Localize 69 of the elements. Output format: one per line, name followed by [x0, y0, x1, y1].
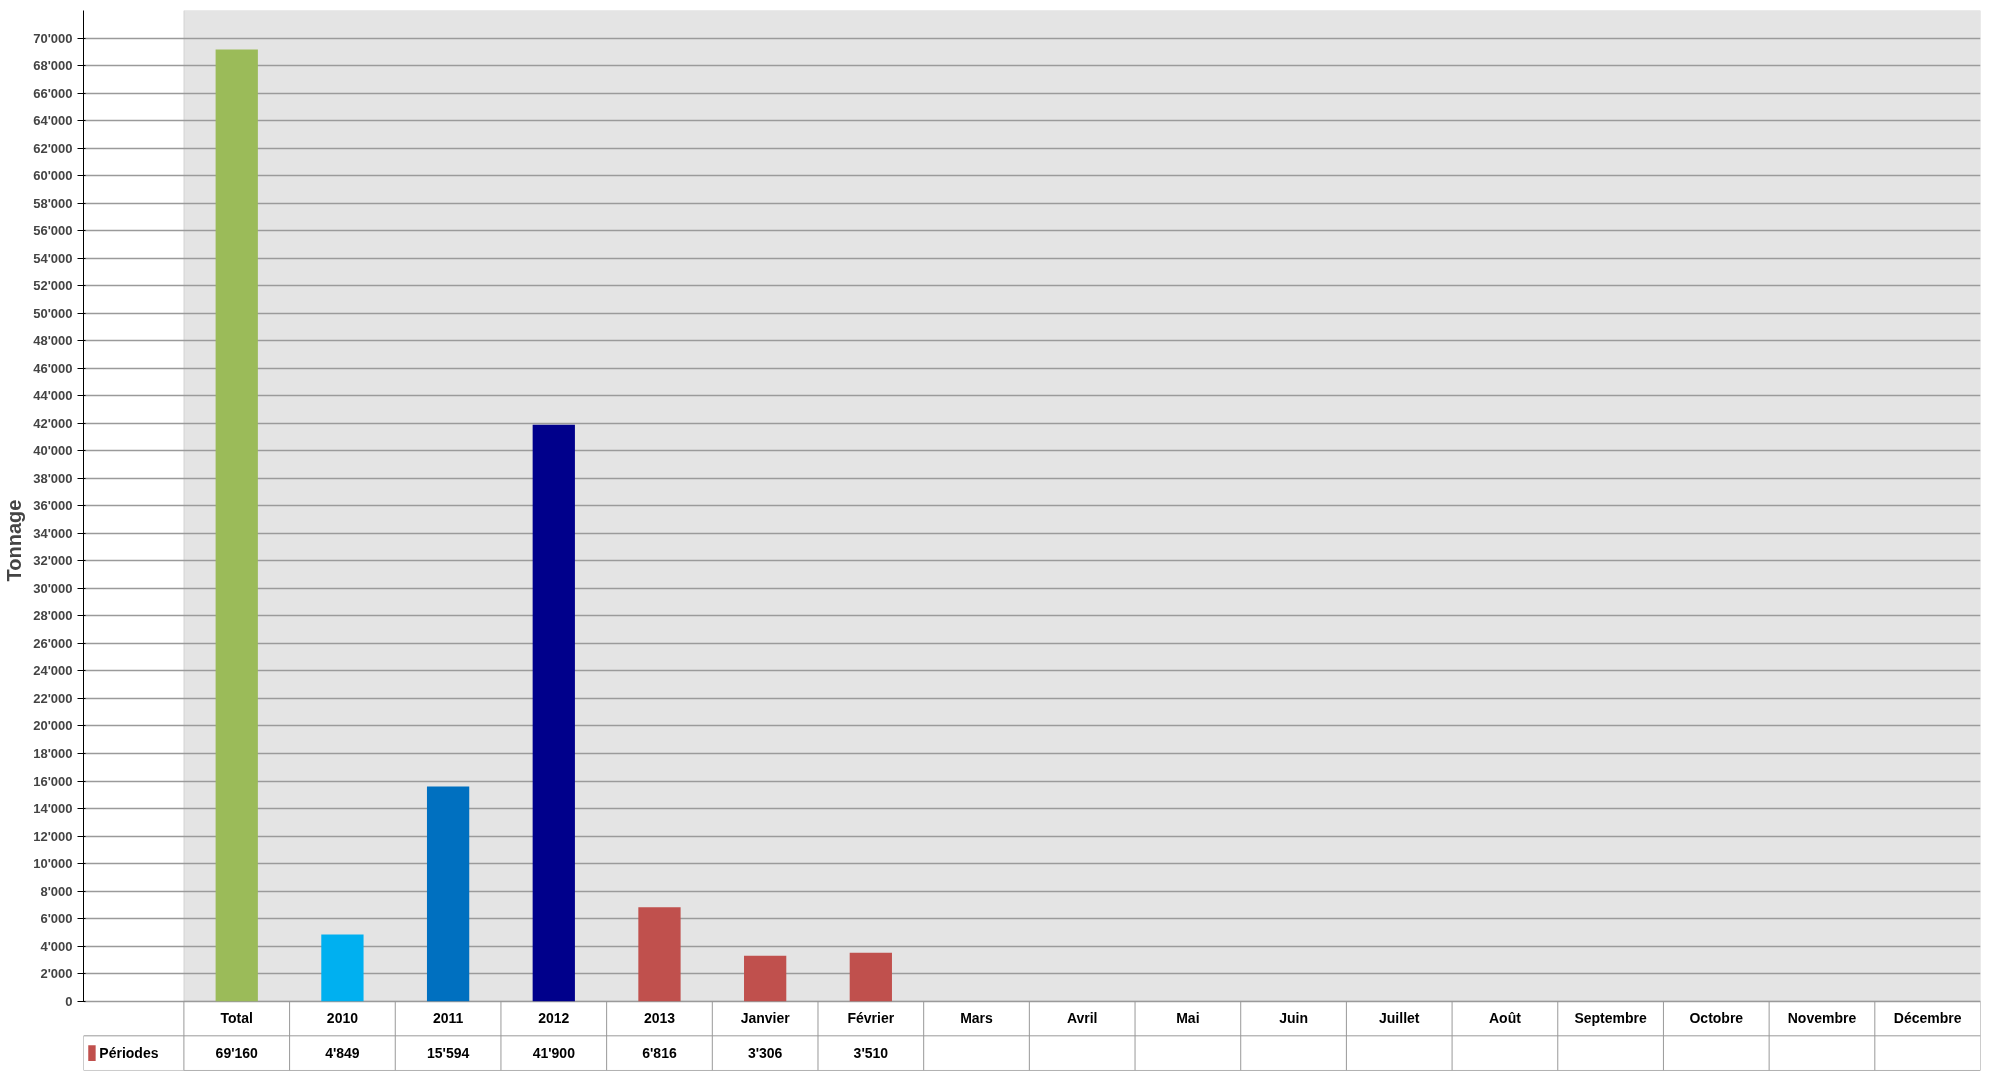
bar	[638, 907, 681, 1002]
y-tick-label: 62'000	[33, 140, 73, 156]
bar	[426, 786, 470, 1002]
bar	[849, 952, 892, 1002]
y-tick-label: 38'000	[33, 470, 73, 486]
x-tick-label: Avril	[1066, 1010, 1098, 1027]
x-tick-label: Juin	[1279, 1010, 1308, 1027]
y-tick-label: 22'000	[33, 690, 73, 706]
y-tick-label: 32'000	[33, 553, 73, 569]
x-tick-label: Août	[1488, 1010, 1522, 1027]
y-tick-label: 14'000	[33, 801, 73, 817]
x-tick-label: Décembre	[1893, 1010, 1962, 1027]
bar	[532, 424, 575, 1002]
data-label: 41'900	[532, 1045, 576, 1062]
data-label: 6'816	[642, 1045, 677, 1062]
x-tick-label: Février	[847, 1010, 895, 1027]
y-tick-label: 70'000	[33, 30, 73, 46]
y-tick-label: 52'000	[33, 278, 73, 294]
y-tick-label: 8'000	[40, 883, 73, 899]
y-tick-label: 26'000	[33, 635, 73, 651]
y-tick-label: 48'000	[33, 333, 73, 349]
y-tick-label: 42'000	[33, 415, 73, 431]
y-tick-label: 18'000	[33, 745, 73, 761]
y-tick-label: 24'000	[33, 663, 73, 679]
y-tick-label: 34'000	[33, 525, 73, 541]
y-tick-label: 66'000	[33, 85, 73, 101]
bar	[215, 49, 258, 1002]
y-tick-label: 36'000	[33, 498, 73, 514]
bar	[321, 934, 364, 1002]
y-tick-label: 4'000	[40, 938, 73, 954]
bar	[744, 955, 787, 1002]
y-tick-label: 68'000	[33, 58, 73, 74]
data-label: 3'510	[853, 1045, 889, 1062]
y-tick-label: 20'000	[33, 718, 73, 734]
x-tick-label: Novembre	[1787, 1010, 1857, 1027]
y-tick-label: 12'000	[33, 828, 73, 844]
y-tick-label: 2'000	[40, 966, 73, 982]
y-axis-title: Tonnage	[3, 499, 26, 582]
y-tick-label: 0	[65, 993, 73, 1009]
x-tick-label: Septembre	[1574, 1010, 1647, 1027]
y-tick-label: 28'000	[33, 608, 73, 624]
x-tick-label: Octobre	[1689, 1010, 1744, 1027]
y-tick-label: 40'000	[33, 443, 73, 459]
x-tick-label: 2013	[643, 1010, 676, 1027]
x-tick-label: 2010	[326, 1010, 359, 1027]
y-tick-label: 64'000	[33, 113, 73, 129]
y-tick-label: 58'000	[33, 195, 73, 211]
y-tick-label: 16'000	[33, 773, 73, 789]
x-tick-label: Mars	[960, 1010, 994, 1027]
y-tick-label: 44'000	[33, 388, 73, 404]
y-tick-label: 30'000	[33, 580, 73, 596]
x-tick-label: Janvier	[740, 1010, 791, 1027]
x-tick-label: Total	[220, 1010, 253, 1027]
x-tick-label: Juillet	[1379, 1010, 1420, 1027]
y-tick-label: 54'000	[33, 250, 73, 266]
x-tick-label: 2011	[432, 1010, 464, 1027]
legend-label: Périodes	[99, 1045, 159, 1062]
x-tick-label: 2012	[538, 1010, 570, 1027]
y-tick-label: 6'000	[40, 911, 73, 927]
x-tick-label: Mai	[1176, 1010, 1200, 1027]
y-tick-label: 10'000	[33, 856, 73, 872]
y-tick-label: 56'000	[33, 223, 73, 239]
y-tick-label: 60'000	[33, 168, 73, 184]
data-label: 3'306	[747, 1045, 783, 1062]
y-tick-label: 46'000	[33, 360, 73, 376]
data-label: 4'849	[325, 1045, 360, 1062]
y-tick-label: 50'000	[33, 305, 73, 321]
data-label: 15'594	[426, 1045, 470, 1062]
data-label: 69'160	[215, 1045, 259, 1062]
